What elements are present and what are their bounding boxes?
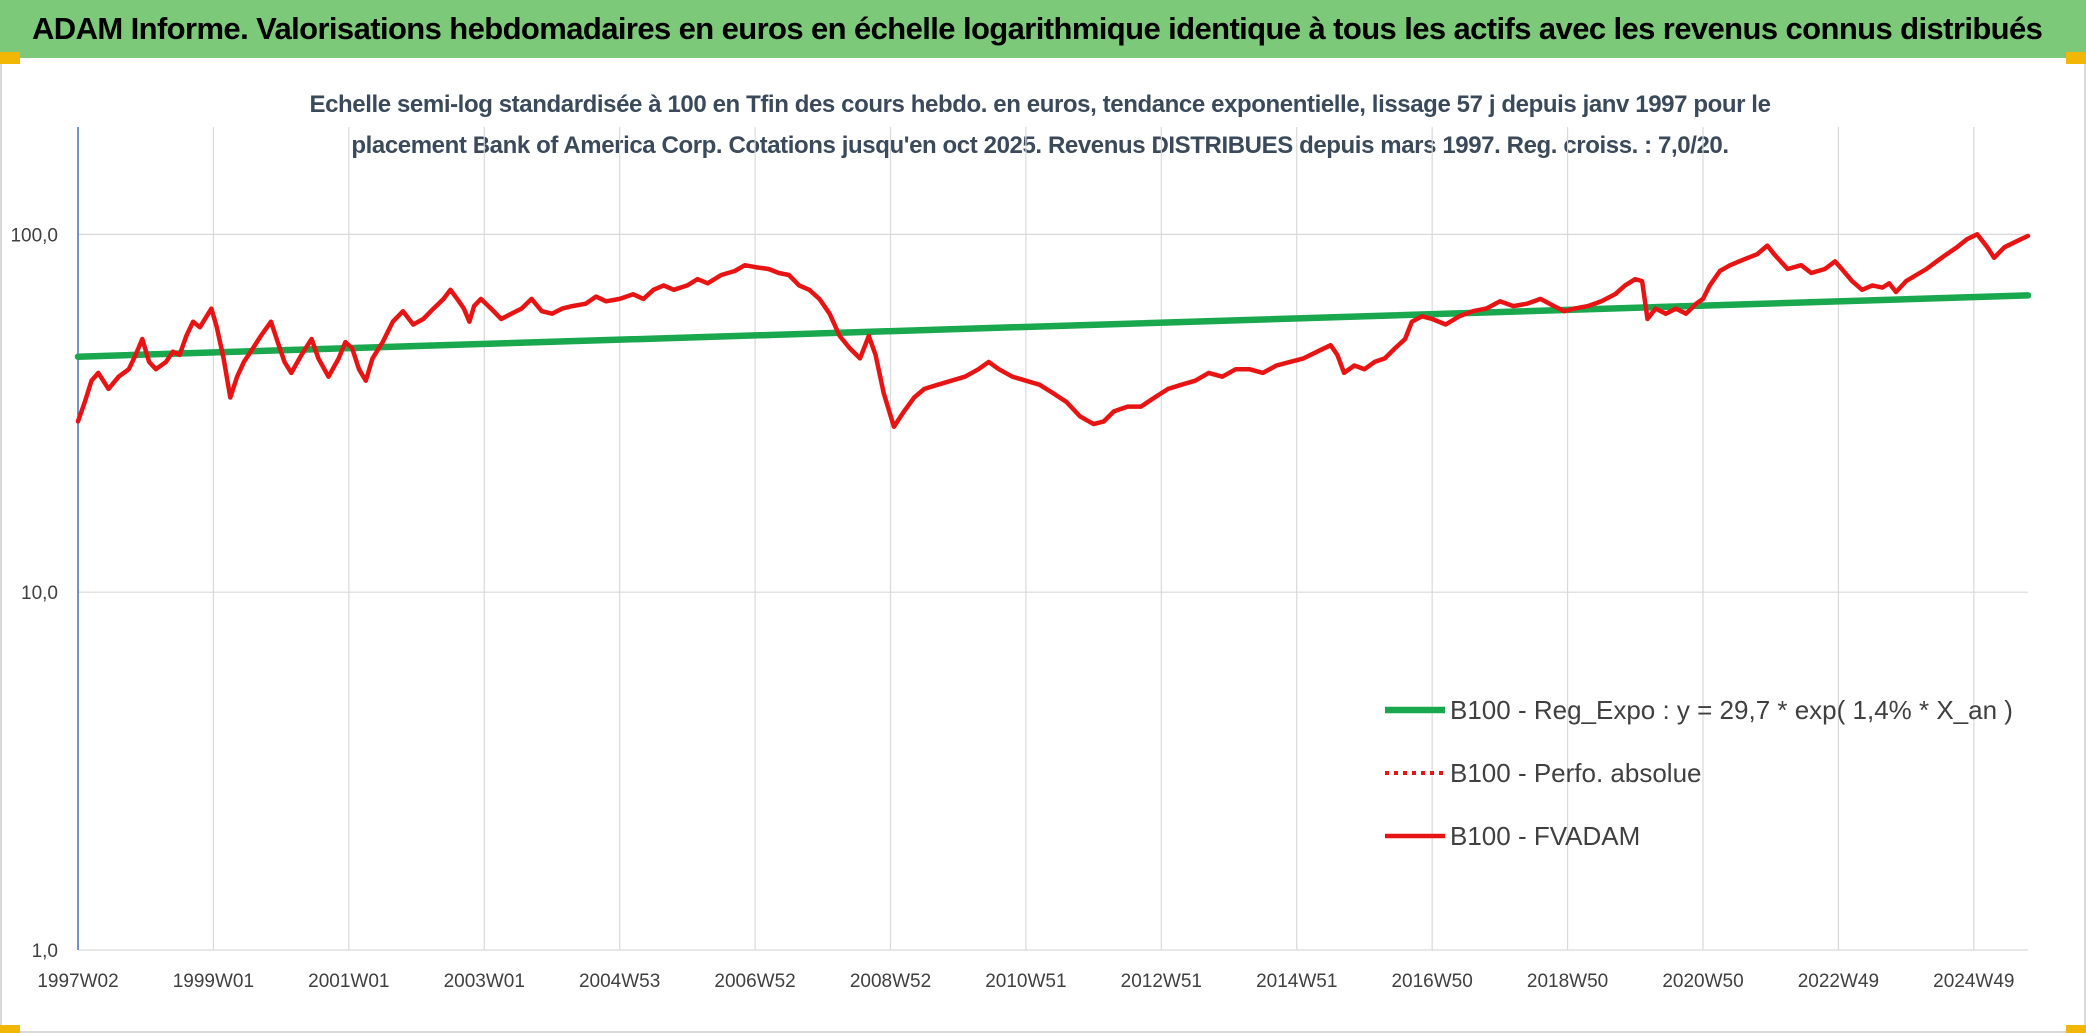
legend: B100 - Reg_Expo : y = 29,7 * exp( 1,4% *… [1385,695,2013,851]
chart-title-line-1: Echelle semi-log standardisée à 100 en T… [309,91,1771,118]
y-tick-label: 10,0 [21,583,58,604]
axes: 1997W02 1999W01 2001W01 2003W01 2004W53 2006W… [10,127,2015,992]
chart-title-line-2: placement Bank of America Corp. Cotation… [351,132,1729,159]
series-line [75,232,2031,429]
corner-accent [0,52,20,64]
x-tick-label: 2004W53 [579,971,660,992]
x-tick-label: 2016W50 [1391,971,1472,992]
series-line [74,292,2032,360]
grid-lines [77,127,2028,951]
chart-title: Echelle semi-log standardisée à 100 en T… [230,84,1850,166]
corner-accent [0,1025,20,1033]
x-tick-label: 2022W49 [1798,971,1879,992]
legend-label: B100 - Reg_Expo : y = 29,7 * exp( 1,4% *… [1450,695,2013,725]
header-banner: ADAM Informe. Valorisations hebdomadaire… [0,0,2086,58]
x-tick-label: 2003W01 [444,971,525,992]
legend-label: B100 - Perfo. absolue [1450,758,1702,788]
x-tick-label: 2014W51 [1256,971,1337,992]
x-tick-label: 2001W01 [308,971,389,992]
x-tick-label: 1999W01 [173,971,254,992]
x-tick-label: 2012W51 [1121,971,1202,992]
x-tick-label: 2010W51 [985,971,1066,992]
corner-accent [2066,52,2086,64]
x-tick-label: 2018W50 [1527,971,1608,992]
page-title: ADAM Informe. Valorisations hebdomadaire… [32,11,2043,46]
x-tick-label: 1997W02 [37,971,118,992]
x-tick-label: 2008W52 [850,971,931,992]
legend-label: B100 - FVADAM [1450,821,1640,851]
x-tick-label: 2024W49 [1933,971,2014,992]
corner-accent [2066,1025,2086,1033]
y-tick-label: 1,0 [32,941,58,962]
x-tick-label: 2006W52 [714,971,795,992]
series-layer [74,232,2032,429]
y-tick-label: 100,0 [10,225,58,246]
x-tick-label: 2020W50 [1662,971,1743,992]
